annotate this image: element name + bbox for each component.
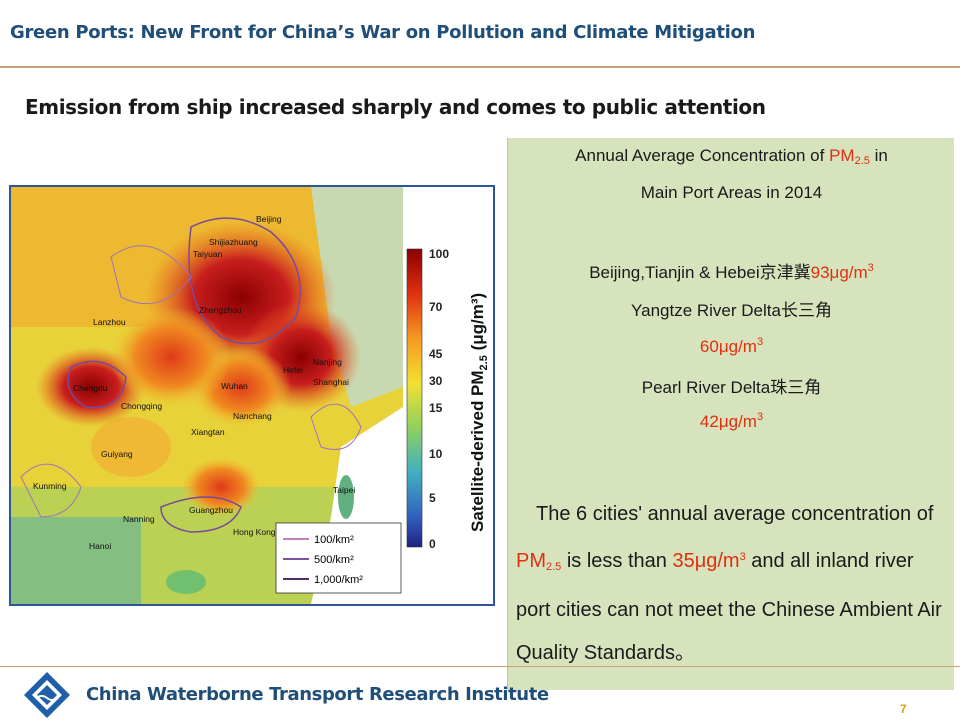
colorbar-tick-5: 5 bbox=[429, 491, 436, 505]
pm25-map-figure: Beijing Shijiazhuang Taiyuan Zhengzhou N… bbox=[11, 187, 490, 604]
info-title-line2: Main Port Areas in 2014 bbox=[640, 183, 823, 202]
info-summary-paragraph: The 6 cities' annual average concentrati… bbox=[516, 503, 942, 664]
info-yrd-value: 60μg/m3 bbox=[699, 336, 764, 356]
slide-heading: Emission from ship increased sharply and… bbox=[25, 95, 766, 119]
header-title: Green Ports: New Front for China’s War o… bbox=[10, 22, 756, 43]
info-prd-value: 42μg/m3 bbox=[699, 411, 764, 431]
city-label-shijiazhuang: Shijiazhuang bbox=[209, 237, 258, 247]
city-label-hanoi: Hanoi bbox=[89, 541, 111, 551]
colorbar-axis-label: Satellite-derived PM2.5 (μg/m³) bbox=[468, 293, 490, 532]
colorbar-tick-100: 100 bbox=[429, 247, 449, 261]
colorbar: 100 70 45 30 15 10 5 0 Satellite-derived… bbox=[406, 247, 490, 551]
institute-name: China Waterborne Transport Research Inst… bbox=[86, 684, 549, 705]
colorbar-tick-45: 45 bbox=[429, 347, 443, 361]
city-label-nanjing: Nanjing bbox=[313, 357, 342, 367]
city-label-hong-kong: Hong Kong bbox=[233, 527, 276, 537]
colorbar-tick-15: 15 bbox=[429, 401, 443, 415]
city-label-nanchang: Nanchang bbox=[233, 411, 272, 421]
city-label-taipei: Taipei bbox=[333, 485, 355, 495]
city-label-beijing: Beijing bbox=[256, 214, 282, 224]
institute-logo bbox=[22, 670, 72, 720]
legend-label-500: 500/km² bbox=[314, 554, 354, 566]
city-label-kunming: Kunming bbox=[33, 481, 67, 491]
info-yrd-label: Yangtze River Delta长三角 bbox=[631, 301, 832, 320]
footer-divider bbox=[0, 666, 960, 667]
city-label-chengdu: Chengdu bbox=[73, 383, 108, 393]
city-label-wuhan: Wuhan bbox=[221, 381, 248, 391]
header-divider bbox=[0, 66, 960, 68]
legend-label-1000: 1,000/km² bbox=[314, 574, 363, 586]
legend-label-100: 100/km² bbox=[314, 534, 354, 546]
info-bth-line: Beijing,Tianjin & Hebei京津冀93μg/m3 bbox=[589, 262, 874, 282]
city-label-shanghai: Shanghai bbox=[313, 377, 349, 387]
colorbar-tick-30: 30 bbox=[429, 374, 443, 388]
pm25-info-panel: Annual Average Concentration of PM2.5 in… bbox=[507, 138, 954, 690]
city-label-hefei: Hefei bbox=[283, 365, 303, 375]
info-prd-label: Pearl River Delta珠三角 bbox=[641, 378, 822, 397]
city-label-lanzhou: Lanzhou bbox=[93, 317, 126, 327]
city-label-nanning: Nanning bbox=[123, 514, 155, 524]
colorbar-tick-10: 10 bbox=[429, 447, 443, 461]
city-label-taiyuan: Taiyuan bbox=[193, 249, 223, 259]
colorbar-tick-0: 0 bbox=[429, 537, 436, 551]
page-number: 7 bbox=[900, 702, 907, 716]
city-label-zhengzhou: Zhengzhou bbox=[199, 305, 242, 315]
info-title-line1: Annual Average Concentration of PM2.5 in bbox=[575, 146, 888, 167]
colorbar-tick-70: 70 bbox=[429, 300, 443, 314]
city-label-guangzhou: Guangzhou bbox=[189, 505, 233, 515]
city-label-guiyang: Guiyang bbox=[101, 449, 133, 459]
city-label-xiangtan: Xiangtan bbox=[191, 427, 225, 437]
density-legend: 100/km² 500/km² 1,000/km² bbox=[275, 522, 402, 594]
pm25-map: Beijing Shijiazhuang Taiyuan Zhengzhou N… bbox=[9, 185, 495, 606]
map-plot-area bbox=[11, 187, 403, 604]
city-label-chongqing: Chongqing bbox=[121, 401, 162, 411]
